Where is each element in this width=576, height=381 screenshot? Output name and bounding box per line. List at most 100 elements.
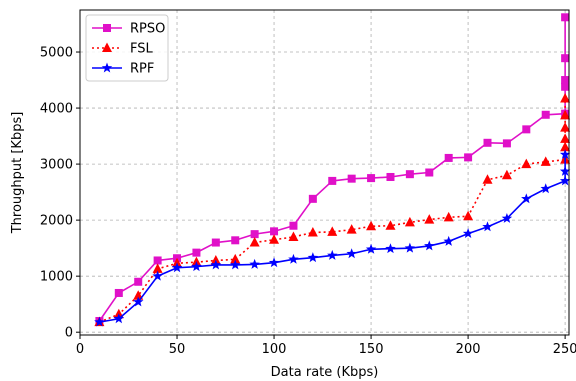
data-point-rpf [424, 240, 435, 251]
y-tick-label: 5000 [40, 46, 73, 61]
legend-marker-rpso [103, 24, 111, 32]
data-point-fsl [249, 237, 260, 247]
data-point-rpf [346, 248, 357, 259]
data-point-rpso [231, 236, 240, 245]
data-point-rpso [134, 277, 143, 286]
data-point-rpf [152, 270, 163, 281]
x-axis-label: Data rate (Kbps) [271, 365, 379, 380]
x-tick-label: 100 [262, 342, 287, 357]
data-point-rpf [171, 262, 183, 273]
data-point-rpf [230, 259, 241, 270]
legend-label-rpso: RPSO [130, 22, 165, 37]
data-point-rpso [444, 153, 453, 162]
y-tick-label: 4000 [40, 102, 73, 117]
data-point-fsl [424, 214, 435, 224]
data-point-fsl [366, 220, 377, 231]
data-point-rpf [482, 221, 493, 232]
series-layer [94, 13, 571, 327]
series-rpf [94, 149, 571, 327]
data-point-rpso [464, 153, 473, 162]
data-point-fsl [560, 122, 571, 132]
data-point-rpso [405, 170, 414, 179]
data-point-fsl [560, 109, 571, 120]
data-point-rpf [307, 252, 319, 263]
legend-item-rpso: RPSO [92, 22, 165, 37]
data-point-fsl [463, 210, 474, 221]
data-point-rpso [192, 248, 201, 257]
data-point-fsl [230, 253, 241, 264]
data-point-rpso [561, 54, 570, 63]
y-tick-label: 1000 [40, 270, 73, 285]
y-axis-label: Throughput [Kbps] [10, 112, 25, 235]
data-point-rpf [249, 258, 260, 269]
x-tick-label: 200 [456, 342, 481, 357]
data-point-fsl [521, 158, 532, 169]
data-point-rpso [114, 288, 123, 297]
data-point-rpf [501, 212, 513, 223]
data-point-rpso [153, 256, 162, 265]
data-point-rpf [191, 261, 202, 272]
legend-item-fsl: FSL [92, 42, 154, 57]
data-point-rpso [347, 174, 356, 183]
legend-marker-rpf [101, 62, 113, 73]
data-point-rpso [367, 174, 376, 183]
data-point-rpso [250, 230, 259, 239]
data-point-fsl [346, 224, 357, 234]
x-tick-label: 150 [359, 342, 384, 357]
data-point-rpf [385, 243, 396, 254]
data-point-fsl [327, 226, 338, 236]
data-point-rpso [270, 227, 279, 236]
data-point-fsl [560, 93, 571, 103]
data-point-rpso [425, 168, 434, 177]
data-point-rpso [328, 176, 337, 185]
data-point-rpf [559, 175, 571, 186]
data-point-rpso [483, 138, 492, 147]
x-tick-label: 50 [169, 342, 186, 357]
legend-label-rpf: RPF [130, 62, 154, 77]
data-point-rpf [268, 257, 280, 268]
data-point-rpso [502, 139, 511, 148]
ticks: 0 50 100 150 200 250 0 1000 2000 3000 4000 5000 [40, 46, 576, 357]
x-tick-label: 0 [76, 342, 84, 357]
data-point-rpso [561, 13, 570, 22]
data-point-rpf [132, 296, 144, 307]
y-tick-label: 3000 [40, 158, 73, 173]
data-point-fsl [443, 211, 454, 222]
data-point-rpf [443, 235, 454, 246]
y-tick-label: 2000 [40, 214, 73, 229]
data-point-rpf [365, 243, 377, 254]
data-point-rpso [522, 125, 531, 134]
data-point-fsl [288, 231, 299, 241]
data-point-fsl [560, 141, 571, 152]
data-point-fsl [501, 169, 512, 180]
data-point-rpso [308, 194, 317, 203]
legend-item-rpf: RPF [92, 62, 154, 77]
data-point-rpso [211, 238, 220, 247]
data-point-fsl [560, 133, 571, 143]
data-point-rpf [404, 242, 416, 253]
data-point-rpso [541, 110, 550, 119]
data-point-fsl [269, 234, 280, 244]
data-point-rpso [561, 82, 570, 91]
data-point-rpf [327, 249, 338, 260]
data-point-rpf [559, 165, 571, 176]
data-point-fsl [307, 226, 318, 237]
data-point-fsl [152, 263, 163, 273]
data-point-rpf [540, 183, 551, 194]
data-point-fsl [404, 216, 415, 227]
legend-label-fsl: FSL [130, 42, 154, 57]
y-tick-label: 0 [65, 326, 73, 341]
legend-marker-fsl [102, 42, 112, 52]
data-point-rpf [288, 253, 299, 264]
data-point-fsl [385, 220, 396, 230]
data-point-rpso [561, 76, 570, 85]
x-tick-label: 250 [553, 342, 576, 357]
plot-frame [79, 9, 570, 336]
data-point-rpf [210, 259, 222, 270]
data-point-rpso [289, 221, 298, 230]
data-point-rpf [113, 313, 125, 324]
data-point-fsl [482, 174, 493, 184]
data-point-rpf [94, 316, 105, 327]
legend: RPSO FSL RPF [85, 14, 169, 82]
